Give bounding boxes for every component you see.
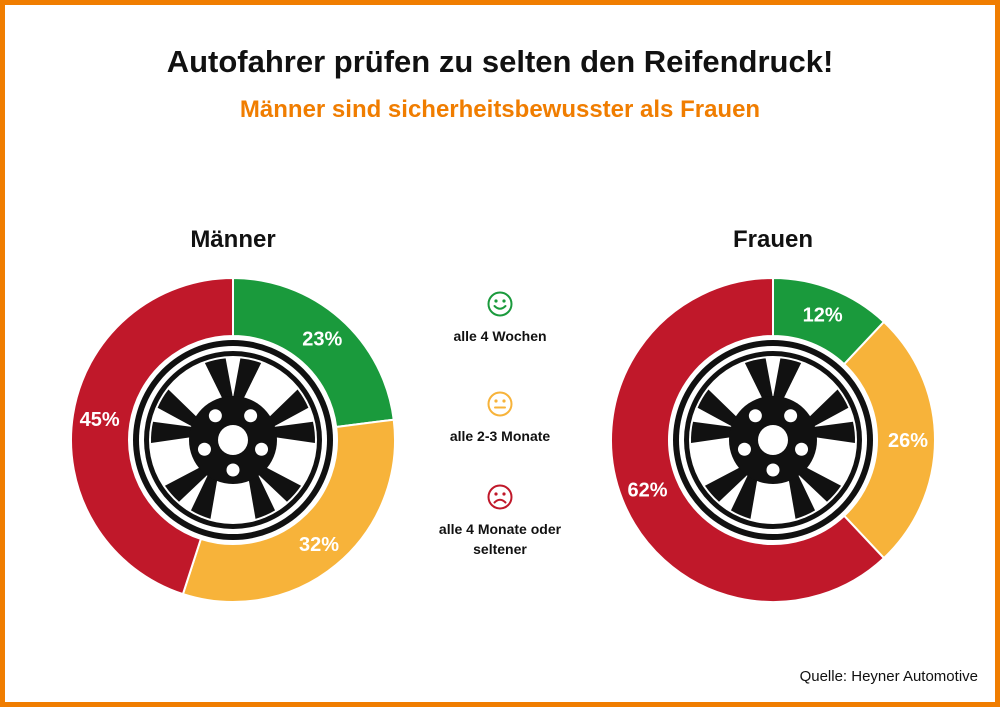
data-label: 26% (888, 430, 928, 452)
smiley-happy-icon (487, 291, 513, 317)
data-label: 45% (80, 409, 120, 431)
smiley-neutral-icon (487, 391, 513, 417)
legend-label: alle 2-3 Monate (449, 428, 551, 444)
chart-title-maenner: Männer (190, 226, 276, 253)
donut-chart-maenner: 23% 32% 45% (70, 276, 396, 603)
legend-item-4-monate: alle 4 Monate oder seltener (400, 483, 600, 559)
page-title: Autofahrer prüfen zu selten den Reifendr… (166, 44, 834, 79)
data-label: 32% (299, 534, 339, 556)
wheel-rim-icon (669, 336, 877, 544)
source-note: Quelle: Heyner Automotive (799, 668, 978, 685)
page-subtitle: Männer sind sicherheitsbewusster als Fra… (239, 96, 761, 123)
smiley-sad-icon (487, 484, 513, 510)
legend-label: alle 4 Monate oder seltener (438, 521, 562, 557)
data-label: 23% (302, 329, 342, 351)
chart-title-frauen: Frauen (732, 226, 813, 253)
data-label: 12% (803, 304, 843, 326)
donut-chart-frauen: 12% 26% 62% (610, 276, 936, 603)
legend-item-4-wochen: alle 4 Wochen (400, 290, 600, 346)
legend-item-2-3-monate: alle 2-3 Monate (400, 390, 600, 446)
legend: alle 4 Wochen alle 2-3 Monate alle 4 Mon… (400, 290, 600, 570)
legend-label: alle 4 Wochen (453, 328, 547, 344)
data-label: 62% (627, 480, 667, 502)
wheel-rim-icon (129, 336, 337, 544)
